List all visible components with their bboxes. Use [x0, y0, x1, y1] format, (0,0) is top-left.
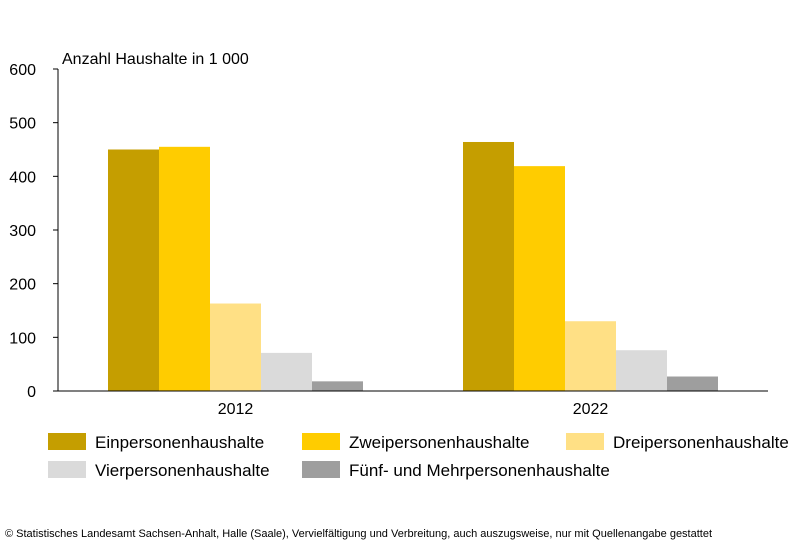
- y-axis-unit-label: Anzahl Haushalte in 1 000: [62, 51, 249, 68]
- y-tick-label: 100: [9, 330, 36, 347]
- bar-2022-series-2: [514, 166, 565, 391]
- y-tick-label: 400: [9, 169, 36, 186]
- legend-label: Zweipersonenhaushalte: [349, 433, 530, 452]
- y-tick-label: 600: [9, 62, 36, 79]
- bar-2012-series-1: [108, 149, 159, 391]
- bar-2012-series-4: [261, 352, 312, 391]
- legend-label: Einpersonenhaushalte: [95, 433, 264, 452]
- footer-copyright: © Statistisches Landesamt Sachsen-Anhalt…: [5, 528, 712, 540]
- bar-2022-series-3: [565, 321, 616, 391]
- bar-2012-series-5: [312, 381, 363, 391]
- legend-label: Vierpersonenhaushalte: [95, 461, 270, 480]
- legend-label: Dreipersonenhaushalte: [613, 433, 789, 452]
- legend-swatch: [566, 433, 604, 450]
- y-axis: 0 100 200 300 400 500 600: [9, 62, 59, 401]
- bar-2022-series-4: [616, 350, 667, 391]
- bar-2012-series-3: [210, 303, 261, 391]
- bars: [108, 141, 718, 391]
- legend-label: Fünf- und Mehrpersonenhaushalte: [349, 461, 610, 480]
- legend-swatch: [302, 433, 340, 450]
- legend-swatch: [302, 461, 340, 478]
- x-category-label: 2022: [573, 401, 609, 418]
- legend-swatch: [48, 433, 86, 450]
- x-axis: 2012 2022: [58, 390, 768, 418]
- x-category-label: 2012: [218, 401, 254, 418]
- bar-2022-series-5: [667, 376, 718, 391]
- legend-swatch: [48, 461, 86, 478]
- bar-2022-series-1: [463, 141, 514, 391]
- y-tick-label: 500: [9, 116, 36, 133]
- y-tick-label: 300: [9, 223, 36, 240]
- y-tick-label: 200: [9, 277, 36, 294]
- legend: Einpersonenhaushalte Zweipersonenhaushalt…: [48, 433, 789, 480]
- bar-2012-series-2: [159, 146, 210, 391]
- y-tick-label: 0: [27, 384, 36, 401]
